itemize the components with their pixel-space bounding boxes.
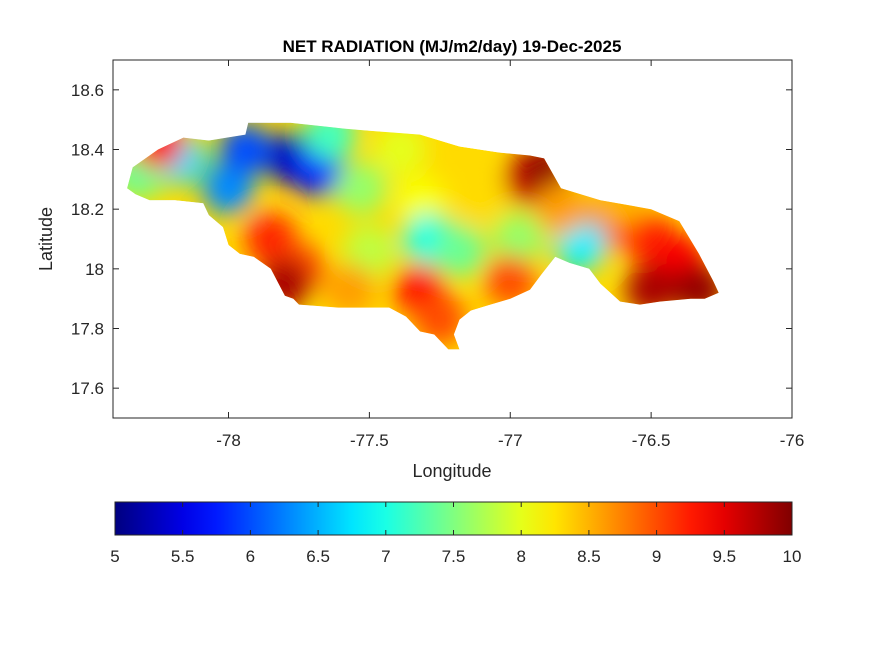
colorbar-tick-label: 6.5 (306, 547, 330, 566)
radiation-field (127, 122, 719, 350)
colorbar-tick-label: 9 (652, 547, 661, 566)
field-sample (394, 174, 447, 227)
field-sample (202, 162, 255, 215)
field-sample (433, 224, 486, 277)
colorbar-tick-label: 9.5 (712, 547, 736, 566)
colorbar-tick-label: 8 (516, 547, 525, 566)
x-tick-label: -76 (780, 431, 805, 450)
y-tick-label: 18.4 (71, 141, 104, 160)
field-sample (534, 183, 587, 236)
x-tick-label: -77 (498, 431, 523, 450)
field-sample (343, 224, 396, 277)
y-axis-label: Latitude (36, 207, 56, 271)
x-tick-label: -77.5 (350, 431, 389, 450)
y-tick-label: 18 (85, 260, 104, 279)
x-axis-label: Longitude (412, 461, 491, 481)
colorbar-tick-label: 7 (381, 547, 390, 566)
colorbar-tick-label: 5 (110, 547, 119, 566)
y-tick-label: 18.2 (71, 200, 104, 219)
y-tick-label: 17.8 (71, 320, 104, 339)
field-sample (492, 213, 545, 265)
colorbar-tick-label: 6 (246, 547, 255, 566)
colorbar-tick-label: 7.5 (442, 547, 466, 566)
colorbar-tick-label: 10 (783, 547, 802, 566)
field-sample (334, 162, 387, 215)
field-sample (303, 122, 356, 161)
field-sample (413, 293, 466, 346)
colorbar-tick-label: 5.5 (171, 547, 195, 566)
y-tick-label: 17.6 (71, 379, 104, 398)
colorbar (114, 501, 793, 536)
x-tick-label: -76.5 (632, 431, 671, 450)
colorbar-tick-label: 8.5 (577, 547, 601, 566)
chart-title: NET RADIATION (MJ/m2/day) 19-Dec-2025 (283, 37, 622, 56)
field-sample (453, 174, 506, 227)
x-tick-label: -78 (216, 431, 241, 450)
field-sample (323, 263, 376, 316)
field-sample (374, 123, 427, 176)
y-tick-label: 18.6 (71, 81, 104, 100)
